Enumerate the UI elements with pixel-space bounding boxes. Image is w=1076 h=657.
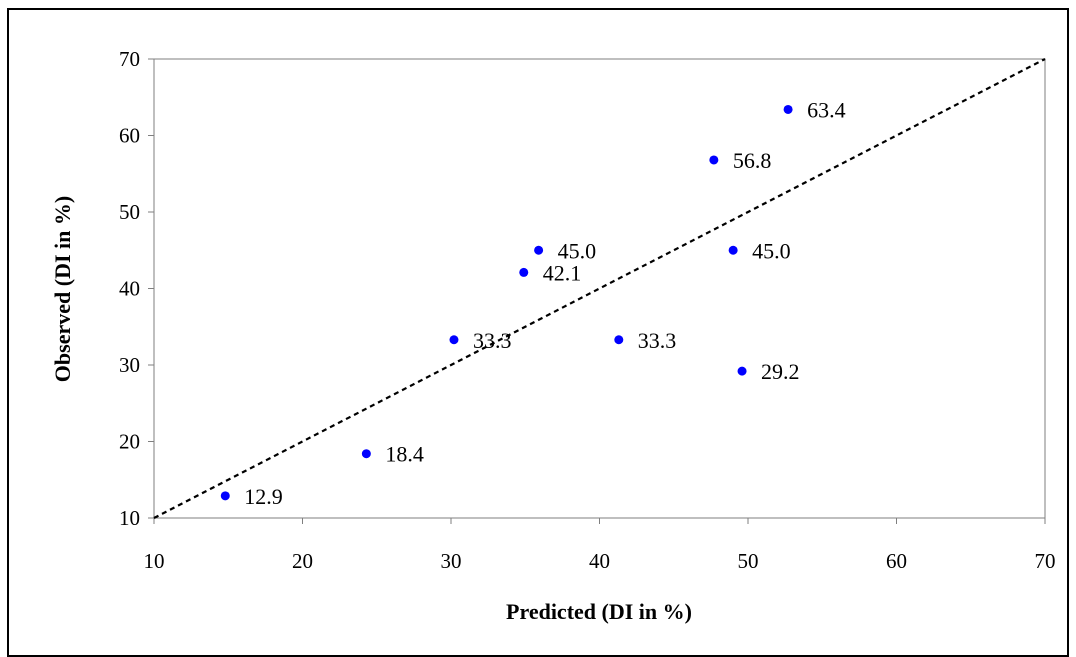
data-labels: 12.918.433.342.145.033.356.845.029.263.4 (244, 97, 845, 508)
data-label: 63.4 (807, 97, 846, 122)
data-point (220, 491, 230, 501)
data-point (737, 366, 747, 376)
data-label: 42.1 (543, 260, 582, 285)
y-tick-label: 20 (119, 430, 140, 454)
reference-line (153, 58, 1046, 519)
data-label: 29.2 (761, 359, 800, 384)
y-tick-label: 50 (119, 200, 140, 224)
y-tick-label: 30 (119, 353, 140, 377)
x-tick-label: 10 (144, 549, 165, 573)
data-label: 45.0 (558, 238, 597, 263)
y-tick-label: 10 (119, 506, 140, 530)
x-tick-label: 30 (441, 549, 462, 573)
y-tick-label: 40 (119, 277, 140, 301)
data-points (220, 104, 793, 501)
y-axis-ticks: 10 20 30 40 50 60 70 (119, 47, 154, 530)
x-axis-title: Predicted (DI in %) (506, 599, 692, 624)
x-tick-label: 50 (738, 549, 759, 573)
chart-frame (7, 8, 1069, 657)
data-point (783, 104, 793, 114)
x-tick-label: 60 (886, 549, 907, 573)
data-point (534, 245, 544, 255)
y-axis-title: Observed (DI in %) (50, 196, 75, 382)
y-tick-label: 60 (119, 124, 140, 148)
y-tick-label: 70 (119, 47, 140, 71)
data-label: 18.4 (385, 442, 424, 467)
data-point (614, 335, 624, 345)
x-tick-label: 40 (589, 549, 610, 573)
data-point (709, 155, 719, 165)
data-label: 56.8 (733, 148, 772, 173)
data-label: 12.9 (244, 484, 283, 509)
data-label: 45.0 (752, 238, 791, 263)
x-tick-label: 70 (1035, 549, 1056, 573)
x-axis-ticks: 10 20 30 40 50 60 70 (144, 518, 1056, 573)
data-label: 33.3 (638, 328, 677, 353)
data-label: 33.3 (473, 328, 512, 353)
data-point (519, 267, 529, 277)
data-point (728, 245, 738, 255)
data-point (361, 449, 371, 459)
data-point (449, 335, 459, 345)
x-tick-label: 20 (292, 549, 313, 573)
